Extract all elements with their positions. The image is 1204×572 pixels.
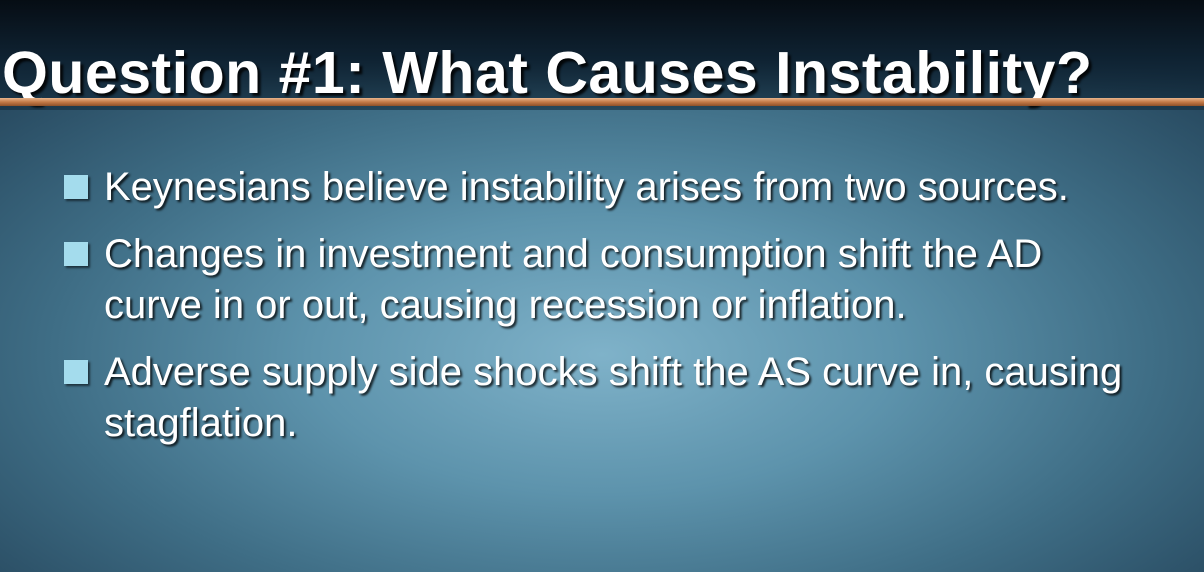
title-underline xyxy=(0,98,1204,106)
title-band xyxy=(0,0,1204,110)
square-bullet-icon xyxy=(64,360,88,384)
bullet-list: Keynesians believe instability arises fr… xyxy=(0,162,1204,465)
bullet-text: Changes in investment and consumption sh… xyxy=(104,232,1043,327)
slide-title: Question #1: What Causes Instability? xyxy=(2,40,1093,106)
square-bullet-icon xyxy=(64,175,88,199)
bullet-item: Changes in investment and consumption sh… xyxy=(0,229,1204,331)
bullet-text: Adverse supply side shocks shift the AS … xyxy=(104,350,1123,445)
bullet-item: Adverse supply side shocks shift the AS … xyxy=(0,347,1204,449)
bullet-text: Keynesians believe instability arises fr… xyxy=(104,165,1069,209)
bullet-item: Keynesians believe instability arises fr… xyxy=(0,162,1204,213)
square-bullet-icon xyxy=(64,242,88,266)
